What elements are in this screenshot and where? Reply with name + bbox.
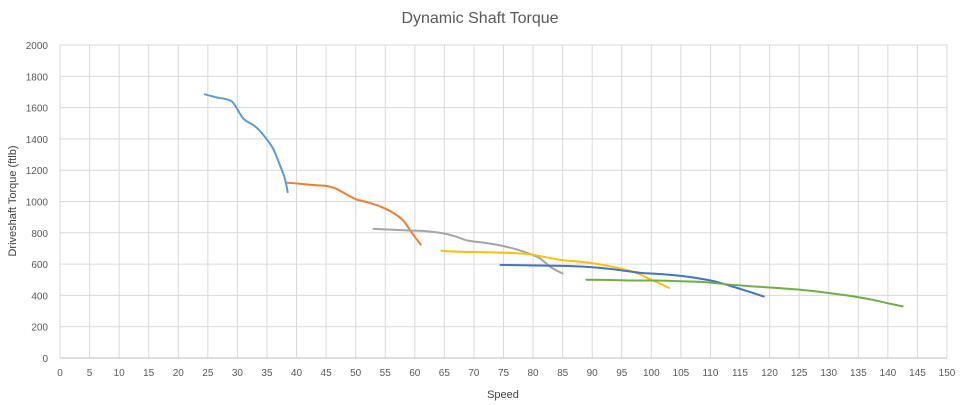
x-tick-label: 55	[380, 368, 392, 379]
x-tick-label: 100	[643, 368, 660, 379]
grid	[59, 44, 948, 359]
x-tick-label: 35	[261, 368, 273, 379]
x-tick-label: 70	[468, 368, 480, 379]
x-tick-label: 75	[498, 368, 510, 379]
x-tick-label: 115	[732, 368, 748, 379]
y-tick-label: 1400	[26, 135, 49, 146]
x-tick-label: 135	[850, 368, 867, 379]
series-line-1	[203, 93, 289, 194]
x-tick-label: 45	[321, 368, 333, 379]
x-tick-label: 85	[557, 368, 569, 379]
x-tick-label: 145	[909, 368, 926, 379]
y-tick-label: 1800	[26, 72, 49, 83]
x-tick-label: 80	[528, 368, 540, 379]
x-tick-label: 20	[173, 368, 185, 379]
x-tick-label: 120	[761, 368, 778, 379]
y-tick-label: 600	[31, 260, 48, 271]
x-tick-label: 65	[439, 368, 451, 379]
x-tick-label: 150	[939, 368, 956, 379]
y-tick-label: 400	[31, 291, 48, 302]
x-axis-label: Speed	[487, 389, 519, 401]
x-tick-label: 40	[291, 368, 303, 379]
x-tick-label: 90	[587, 368, 599, 379]
y-axis-label: Driveshaft Torque (ftlb)	[7, 145, 19, 256]
y-tick-label: 1000	[26, 198, 49, 209]
x-tick-label: 110	[702, 368, 718, 379]
series-line-6	[585, 278, 904, 308]
x-tick-labels: 0 5 10 15 20 25 30 35 40 45 50 55 60 65 70 75 80 85 90 95 10…	[57, 368, 956, 379]
x-tick-label: 140	[880, 368, 897, 379]
series-lines	[203, 93, 904, 308]
x-tick-label: 5	[87, 368, 93, 379]
y-tick-label: 2000	[26, 41, 49, 52]
x-tick-label: 95	[616, 368, 628, 379]
y-tick-label: 800	[31, 229, 48, 240]
x-tick-label: 60	[409, 368, 421, 379]
x-tick-label: 130	[820, 368, 837, 379]
x-tick-label: 0	[57, 368, 63, 379]
y-tick-label: 1200	[26, 166, 49, 177]
x-tick-label: 10	[114, 368, 126, 379]
y-tick-label: 1600	[26, 104, 49, 115]
y-tick-label: 200	[31, 323, 48, 334]
y-tick-labels: 0 200 400 600 800 1000 1200 1400 1600 1800 2000	[26, 41, 49, 365]
series-line-3	[372, 227, 564, 275]
x-tick-label: 50	[350, 368, 362, 379]
x-tick-label: 105	[673, 368, 690, 379]
series-line-2	[286, 181, 422, 246]
x-tick-label: 30	[232, 368, 244, 379]
x-tick-label: 25	[202, 368, 214, 379]
y-tick-label: 0	[42, 354, 48, 365]
x-tick-label: 15	[143, 368, 155, 379]
chart-title: Dynamic Shaft Torque	[401, 10, 558, 27]
x-tick-label: 125	[791, 368, 808, 379]
